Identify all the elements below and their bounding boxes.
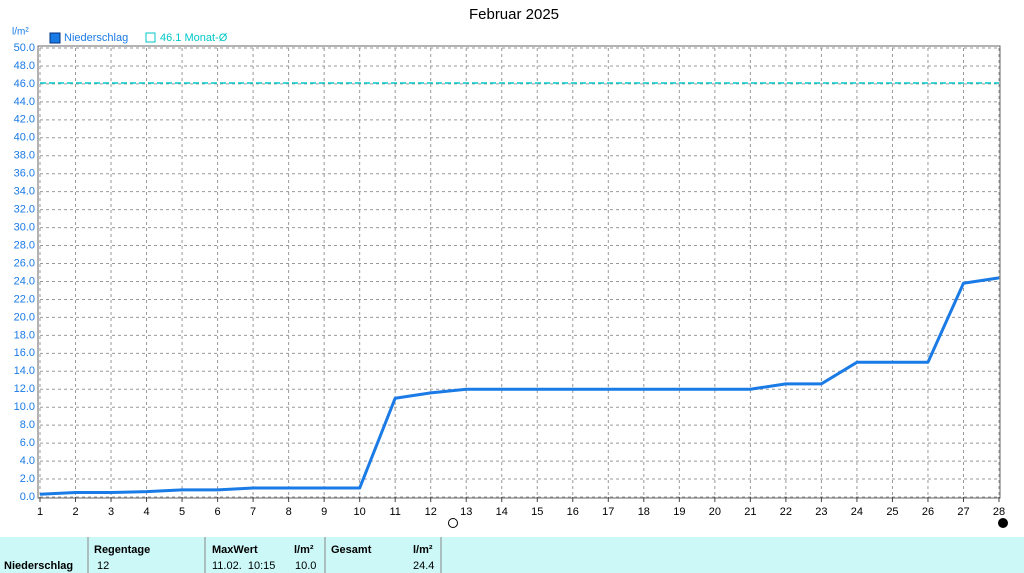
y-tick-label: 38.0 [14,150,35,162]
marker-icon [448,518,458,528]
stats-value: 10.0 [295,560,316,572]
x-tick-label: 5 [179,506,185,518]
marker-icon [998,518,1008,528]
stats-header: MaxWert [212,544,258,556]
stats-header: l/m² [413,544,433,556]
chart-title: Februar 2025 [469,6,559,23]
x-tick-label: 19 [673,506,685,518]
x-tick-label: 26 [922,506,934,518]
y-tick-label: 40.0 [14,132,35,144]
x-tick-label: 11 [389,506,400,518]
y-tick-label: 32.0 [14,204,35,216]
y-tick-label: 10.0 [14,401,35,413]
y-tick-label: 50.0 [14,42,35,54]
x-tick-label: 17 [602,506,614,518]
x-tick-label: 14 [496,506,508,518]
y-tick-label: 2.0 [20,473,35,485]
x-tick-label: 10 [354,506,366,518]
legend-swatch [145,32,156,43]
stats-value: 12 [97,560,109,572]
x-tick-label: 9 [321,506,327,518]
legend-swatch [49,32,61,44]
x-tick-label: 25 [886,506,898,518]
y-tick-label: 28.0 [14,239,35,251]
y-tick-label: 14.0 [14,365,35,377]
stats-panel [0,537,1024,573]
y-tick-label: 42.0 [14,114,35,126]
y-tick-label: 36.0 [14,168,35,180]
y-tick-label: 30.0 [14,222,35,234]
y-tick-label: 34.0 [14,186,35,198]
data-line [39,276,1000,496]
x-tick-label: 7 [250,506,256,518]
y-tick-label: 16.0 [14,347,35,359]
x-tick-label: 15 [531,506,543,518]
y-tick-label: 8.0 [20,419,35,431]
y-tick-label: 6.0 [20,437,35,449]
x-tick-label: 18 [638,506,650,518]
stats-row-label: Niederschlag [4,560,73,572]
y-tick-label: 20.0 [14,311,35,323]
y-tick-label: 22.0 [14,293,35,305]
y-tick-label: 18.0 [14,329,35,341]
y-tick-label: 0.0 [20,491,35,503]
y-axis-label: l/m² [12,27,29,38]
x-tick-label: 16 [567,506,579,518]
x-tick-label: 4 [143,506,149,518]
x-tick-label: 12 [425,506,437,518]
stats-header: Regentage [94,544,150,556]
y-tick-label: 24.0 [14,275,35,287]
y-tick-label: 4.0 [20,455,35,467]
y-tick-label: 48.0 [14,60,35,72]
legend-label: Niederschlag [64,32,128,44]
x-tick-label: 8 [286,506,292,518]
x-tick-label: 21 [744,506,756,518]
stats-dividers [87,537,442,573]
x-tick-label: 22 [780,506,792,518]
x-tick-label: 3 [108,506,114,518]
y-tick-label: 12.0 [14,383,35,395]
stats-value: 24.4 [413,560,434,572]
x-tick-label: 13 [460,506,472,518]
x-tick-label: 1 [37,506,43,518]
x-tick-label: 27 [957,506,969,518]
stats-header: Gesamt [331,544,372,556]
x-tick-label: 2 [72,506,78,518]
x-tick-label: 24 [851,506,863,518]
x-tick-label: 6 [215,506,221,518]
x-tick-label: 20 [709,506,721,518]
x-tick-label: 28 [993,506,1005,518]
stats-header: l/m² [294,544,314,556]
y-tick-label: 26.0 [14,257,35,269]
legend-label: 46.1 Monat-Ø [160,32,228,44]
plot-frame [37,45,1001,499]
y-tick-label: 44.0 [14,96,35,108]
y-tick-label: 46.0 [14,78,35,90]
stats-value: 11.02. 10:15 [212,560,275,572]
x-tick-label: 23 [815,506,827,518]
